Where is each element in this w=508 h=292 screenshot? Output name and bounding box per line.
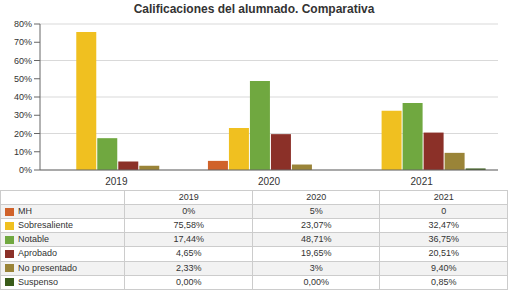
- html-text:0: 0: [441, 206, 447, 217]
- html-text:2020: 2020: [306, 192, 327, 202]
- html-text:3%: 3%: [309, 262, 323, 273]
- html-text:32,47%: 32,47%: [428, 220, 459, 231]
- html-text:0,85%: 0,85%: [431, 276, 457, 287]
- svg-text:60%: 60%: [14, 56, 32, 66]
- html-text:Notable: Notable: [18, 234, 49, 245]
- html-text:5%: 5%: [309, 206, 323, 217]
- html-text:No presentado: No presentado: [18, 262, 77, 273]
- html-text:2019: 2019: [178, 192, 199, 202]
- html-text:9,40%: 9,40%: [431, 262, 457, 273]
- svg-text:20%: 20%: [14, 129, 32, 139]
- html-text:Suspenso: Suspenso: [18, 276, 58, 287]
- svg-text:0%: 0%: [19, 165, 32, 175]
- svg-text:10%: 10%: [14, 147, 32, 157]
- html-text:2021: 2021: [433, 192, 454, 202]
- html-text:0,00%: 0,00%: [175, 276, 202, 287]
- svg-text:2020: 2020: [258, 176, 281, 187]
- svg-text:50%: 50%: [14, 74, 32, 84]
- svg-text:30%: 30%: [14, 110, 32, 120]
- html-text:19,65%: 19,65%: [300, 248, 332, 259]
- svg-text:70%: 70%: [14, 37, 32, 47]
- html-text:0,00%: 0,00%: [303, 276, 329, 287]
- svg-text:2021: 2021: [411, 176, 434, 187]
- html-text:MH: MH: [18, 206, 32, 217]
- svg-text:40%: 40%: [14, 92, 32, 102]
- html-text:Sobresaliente: Sobresaliente: [18, 220, 73, 231]
- html-text:23,07%: 23,07%: [300, 220, 332, 231]
- html-text:48,71%: 48,71%: [300, 234, 332, 245]
- svg-text:80%: 80%: [14, 19, 32, 29]
- html-text:Aprobado: Aprobado: [18, 248, 57, 259]
- svg-text:2019: 2019: [105, 176, 128, 187]
- html-text:0%: 0%: [182, 206, 196, 217]
- html-text:20,51%: 20,51%: [428, 248, 459, 259]
- html-text:2,33%: 2,33%: [175, 262, 202, 273]
- html-text:75,58%: 75,58%: [173, 220, 204, 231]
- html-text:17,44%: 17,44%: [173, 234, 204, 245]
- html-text:36,75%: 36,75%: [428, 234, 459, 245]
- html-text:4,65%: 4,65%: [175, 248, 202, 259]
- html-text:Calificaciones del alumnado. C: Calificaciones del alumnado. Comparativa: [133, 2, 375, 16]
